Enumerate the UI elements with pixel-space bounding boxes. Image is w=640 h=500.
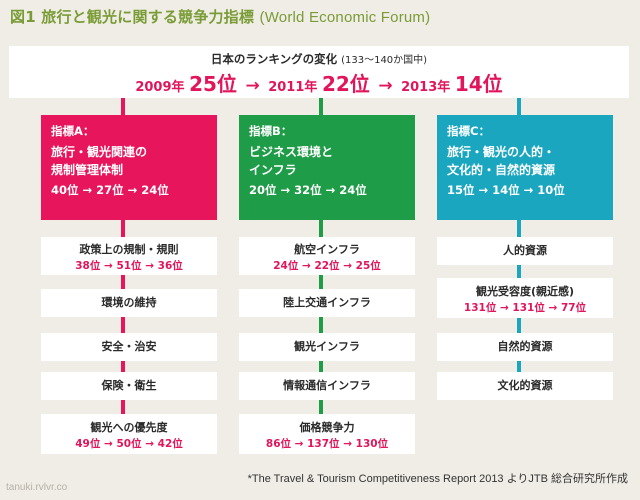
sub-item-b-3: 観光インフラ [239,333,415,361]
sub-item-ranks: 24位 → 22位 → 25位 [273,260,381,272]
ranking-summary-note: (133〜140か国中) [341,55,428,66]
sub-item-a-5: 観光への優先度 49位 → 50位 → 42位 [41,414,217,454]
indicator-b-ranks: 20位 → 32位 → 24位 [249,183,367,197]
sub-item-b-4: 情報通信インフラ [239,372,415,400]
sub-item-c-4: 文化的資源 [437,372,613,400]
indicator-b-label: 指標B： [249,124,293,138]
year-2013: 2013年 [401,80,451,95]
sub-item-b-5: 価格競争力 86位 → 137位 → 130位 [239,414,415,454]
sub-item-b-2: 陸上交通インフラ [239,289,415,317]
sub-item-name: 航空インフラ [294,243,360,256]
sub-item-a-4: 保険・衛生 [41,372,217,400]
rank-2013: 14位 [454,72,503,96]
source-note: *The Travel & Tourism Competitiveness Re… [247,473,628,485]
sub-item-a-2: 環境の維持 [41,289,217,317]
indicator-c-label: 指標C： [447,124,490,138]
sub-item-name: 陸上交通インフラ [283,296,371,309]
rank-2011: 22位 [321,72,370,96]
sub-item-c-3: 自然的資源 [437,333,613,361]
sub-item-ranks: 131位 → 131位 → 77位 [463,302,587,314]
sub-item-ranks: 49位 → 50位 → 42位 [75,438,183,450]
sub-item-name: 価格競争力 [299,421,355,434]
sub-item-name: 保険・衛生 [101,379,157,392]
sub-item-name: 情報通信インフラ [283,379,371,392]
indicator-c-box: 指標C： 旅行・観光の人的・ 文化的・自然的資源 15位 → 14位 → 10位 [437,115,613,220]
sub-item-name: 人的資源 [503,244,547,257]
connector-a [121,98,125,115]
ranking-summary-ranks: 2009年 25位 → 2011年 22位 → 2013年 14位 [9,68,629,97]
figure-title-sub: (World Economic Forum) [259,9,431,26]
sub-item-name: 文化的資源 [497,379,553,392]
sub-item-ranks: 86位 → 137位 → 130位 [265,438,389,450]
indicator-b-title: ビジネス環境と インフラ [249,145,334,177]
connector-b [319,98,323,115]
sub-item-c-2: 観光受容度(親近感) 131位 → 131位 → 77位 [437,278,613,318]
column-line-b [319,220,323,428]
sub-item-name: 環境の維持 [101,296,157,309]
ranking-summary-heading: 日本のランキングの変化 (133〜140か国中) [9,51,629,67]
indicator-c-ranks: 15位 → 14位 → 10位 [447,183,565,197]
year-2009: 2009年 [135,80,185,95]
indicator-a-title: 旅行・観光関連の 規制管理体制 [51,145,148,177]
ranking-summary-heading-text: 日本のランキングの変化 [210,52,338,66]
arrow-icon: → [245,76,260,96]
sub-item-c-1: 人的資源 [437,237,613,265]
figure-title: 図1 旅行と観光に関する競争力指標 (World Economic Forum) [10,6,430,27]
sub-item-a-3: 安全・治安 [41,333,217,361]
rank-2009: 25位 [189,72,237,96]
year-2011: 2011年 [268,80,318,95]
sub-item-ranks: 38位 → 51位 → 36位 [75,260,183,272]
sub-item-name: 観光インフラ [294,340,360,353]
indicator-b-box: 指標B： ビジネス環境と インフラ 20位 → 32位 → 24位 [239,115,415,220]
indicator-a-ranks: 40位 → 27位 → 24位 [51,183,169,197]
arrow-icon: → [378,76,393,96]
sub-item-name: 政策上の規制・規則 [79,243,179,256]
ranking-summary-box: 日本のランキングの変化 (133〜140か国中) 2009年 25位 → 201… [9,46,629,98]
indicator-c-title: 旅行・観光の人的・ 文化的・自然的資源 [447,145,556,177]
connector-c [517,98,521,115]
sub-item-name: 観光受容度(親近感) [475,285,575,298]
sub-item-name: 自然的資源 [497,340,553,353]
figure-title-main: 図1 旅行と観光に関する競争力指標 [10,8,255,26]
sub-item-name: 安全・治安 [101,340,157,353]
sub-item-b-1: 航空インフラ 24位 → 22位 → 25位 [239,237,415,275]
indicator-a-label: 指標A： [51,124,95,138]
watermark: tanuki.rvlvr.co [6,482,68,493]
sub-item-a-1: 政策上の規制・規則 38位 → 51位 → 36位 [41,237,217,275]
sub-item-name: 観光への優先度 [90,421,168,434]
indicator-a-box: 指標A： 旅行・観光関連の 規制管理体制 40位 → 27位 → 24位 [41,115,217,220]
column-line-a [121,220,125,428]
